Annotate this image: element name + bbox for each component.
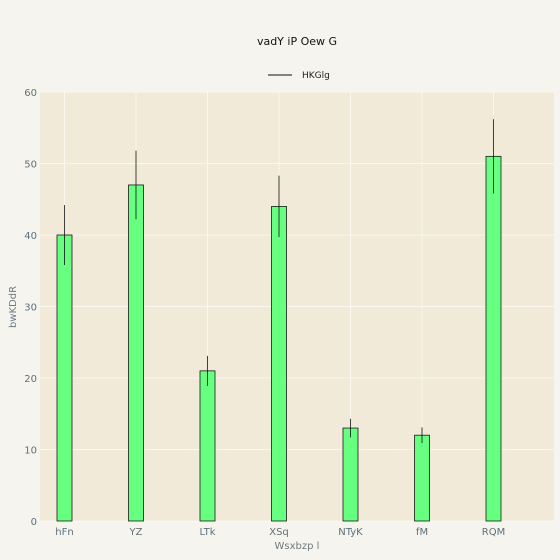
x-tick-label: hFn xyxy=(55,527,73,538)
chart-title: vadY iP Oew G xyxy=(257,35,337,48)
y-tick-label: 10 xyxy=(24,446,37,457)
bar xyxy=(485,155,502,522)
legend: HKGlg xyxy=(268,71,330,81)
bar xyxy=(199,370,216,522)
x-tick-label: XSq xyxy=(269,527,289,538)
legend-label: HKGlg xyxy=(302,71,330,81)
y-tick-label: 0 xyxy=(31,517,37,528)
y-axis-title: bwKDdR xyxy=(8,286,19,328)
x-tick-label: YZ xyxy=(129,527,143,538)
bars xyxy=(56,119,502,522)
bar xyxy=(414,434,430,522)
bar xyxy=(271,205,287,522)
y-tick-label: 20 xyxy=(24,374,37,385)
x-tick-label: NTyK xyxy=(338,527,363,538)
y-tick-label: 40 xyxy=(24,231,37,242)
bar xyxy=(128,184,144,522)
x-tick-label: fM xyxy=(416,527,428,538)
bar xyxy=(342,427,359,522)
x-axis-ticks: hFn YZ LTk XSq NTyK fM RQM xyxy=(55,527,505,538)
x-tick-label: RQM xyxy=(482,527,505,538)
bar xyxy=(56,234,73,522)
x-tick-label: LTk xyxy=(199,527,215,538)
y-tick-label: 60 xyxy=(24,88,37,99)
x-axis-title: Wsxbzp l xyxy=(275,541,320,552)
y-tick-label: 50 xyxy=(24,160,37,171)
y-axis-ticks: 0 10 20 30 40 50 60 xyxy=(24,88,37,528)
y-tick-label: 30 xyxy=(24,303,37,314)
